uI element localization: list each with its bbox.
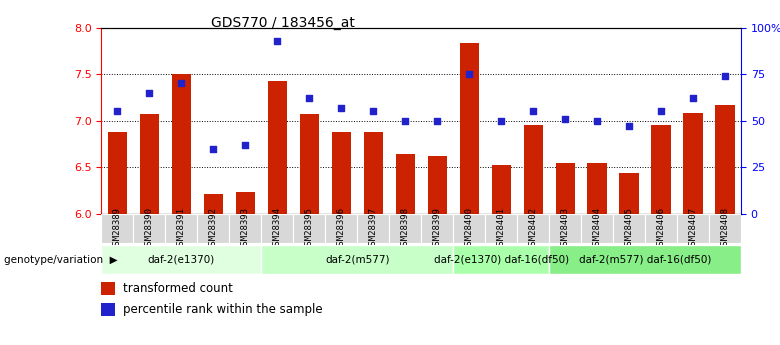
Text: GSM28401: GSM28401 (497, 207, 505, 250)
Point (303, 96, 316, 101)
Point (495, 118, 508, 124)
Bar (549, 214, 581, 243)
Point (367, 109, 380, 114)
Bar (555, 162, 575, 214)
Bar (133, 214, 165, 243)
Bar (581, 214, 613, 243)
Text: GSM28403: GSM28403 (561, 207, 569, 250)
Text: GSM28399: GSM28399 (433, 207, 441, 250)
Point (463, 71, 476, 77)
Text: daf-2(m577): daf-2(m577) (325, 255, 389, 265)
Bar (517, 214, 549, 243)
Point (271, 38, 284, 43)
Text: GSM28405: GSM28405 (625, 207, 633, 250)
Point (335, 105, 348, 110)
Text: GSM28391: GSM28391 (177, 207, 186, 250)
Bar (229, 214, 261, 243)
Point (207, 146, 220, 151)
Bar (363, 132, 383, 214)
Text: GSM28390: GSM28390 (145, 207, 154, 250)
Bar (108, 132, 127, 214)
Point (558, 116, 571, 122)
Bar (261, 245, 453, 274)
Text: daf-2(e1370): daf-2(e1370) (147, 255, 215, 265)
Text: GSM28397: GSM28397 (369, 207, 378, 250)
Bar (491, 166, 511, 214)
Bar (453, 245, 549, 274)
Point (719, 73, 732, 79)
Text: daf-2(m577) daf-16(df50): daf-2(m577) daf-16(df50) (579, 255, 711, 265)
Bar (101, 282, 115, 295)
Point (527, 109, 540, 114)
Text: transformed count: transformed count (122, 282, 232, 295)
Bar (101, 214, 133, 243)
Bar (677, 214, 709, 243)
Bar (651, 125, 671, 214)
Bar (140, 114, 159, 214)
Bar (293, 214, 325, 243)
Bar (619, 173, 639, 214)
Bar (485, 214, 517, 243)
Bar (395, 154, 415, 214)
Bar (172, 74, 191, 214)
Point (112, 109, 124, 114)
Bar (523, 125, 543, 214)
Text: GSM28404: GSM28404 (593, 207, 601, 250)
Bar (197, 214, 229, 243)
Text: GSM28406: GSM28406 (657, 207, 665, 250)
Text: GSM28402: GSM28402 (529, 207, 537, 250)
Point (431, 118, 444, 124)
Bar (613, 214, 645, 243)
Point (176, 81, 188, 86)
Bar (683, 113, 703, 214)
Bar (165, 214, 197, 243)
Point (591, 118, 604, 124)
Text: GSM28394: GSM28394 (273, 207, 282, 250)
Bar (389, 214, 421, 243)
Point (655, 109, 668, 114)
Text: GSM28392: GSM28392 (209, 207, 218, 250)
Bar (300, 114, 319, 214)
Point (144, 90, 156, 96)
Bar (427, 156, 447, 214)
Bar (645, 214, 677, 243)
Point (623, 124, 636, 129)
Point (687, 96, 700, 101)
Bar (101, 245, 261, 274)
Bar (268, 81, 287, 214)
Text: daf-2(e1370) daf-16(df50): daf-2(e1370) daf-16(df50) (434, 255, 569, 265)
Point (239, 142, 252, 148)
Text: GSM28396: GSM28396 (337, 207, 346, 250)
Bar (101, 303, 115, 316)
Text: genotype/variation  ▶: genotype/variation ▶ (4, 255, 118, 265)
Bar (325, 214, 357, 243)
Bar (421, 214, 453, 243)
Bar (587, 162, 607, 214)
Bar (715, 105, 735, 214)
Bar (332, 132, 351, 214)
Text: percentile rank within the sample: percentile rank within the sample (122, 303, 322, 316)
Text: GDS770 / 183456_at: GDS770 / 183456_at (211, 16, 354, 30)
Text: GSM28408: GSM28408 (721, 207, 729, 250)
Bar (236, 191, 255, 214)
Bar (204, 194, 223, 214)
Text: GSM28395: GSM28395 (305, 207, 314, 250)
Text: GSM28398: GSM28398 (401, 207, 410, 250)
Text: GSM28400: GSM28400 (465, 207, 473, 250)
Bar (549, 245, 741, 274)
Bar (709, 214, 741, 243)
Text: GSM28407: GSM28407 (689, 207, 697, 250)
Bar (453, 214, 485, 243)
Text: GSM28389: GSM28389 (113, 207, 122, 250)
Bar (261, 214, 293, 243)
Point (399, 118, 412, 124)
Text: GSM28393: GSM28393 (241, 207, 250, 250)
Bar (357, 214, 389, 243)
Bar (459, 42, 479, 214)
